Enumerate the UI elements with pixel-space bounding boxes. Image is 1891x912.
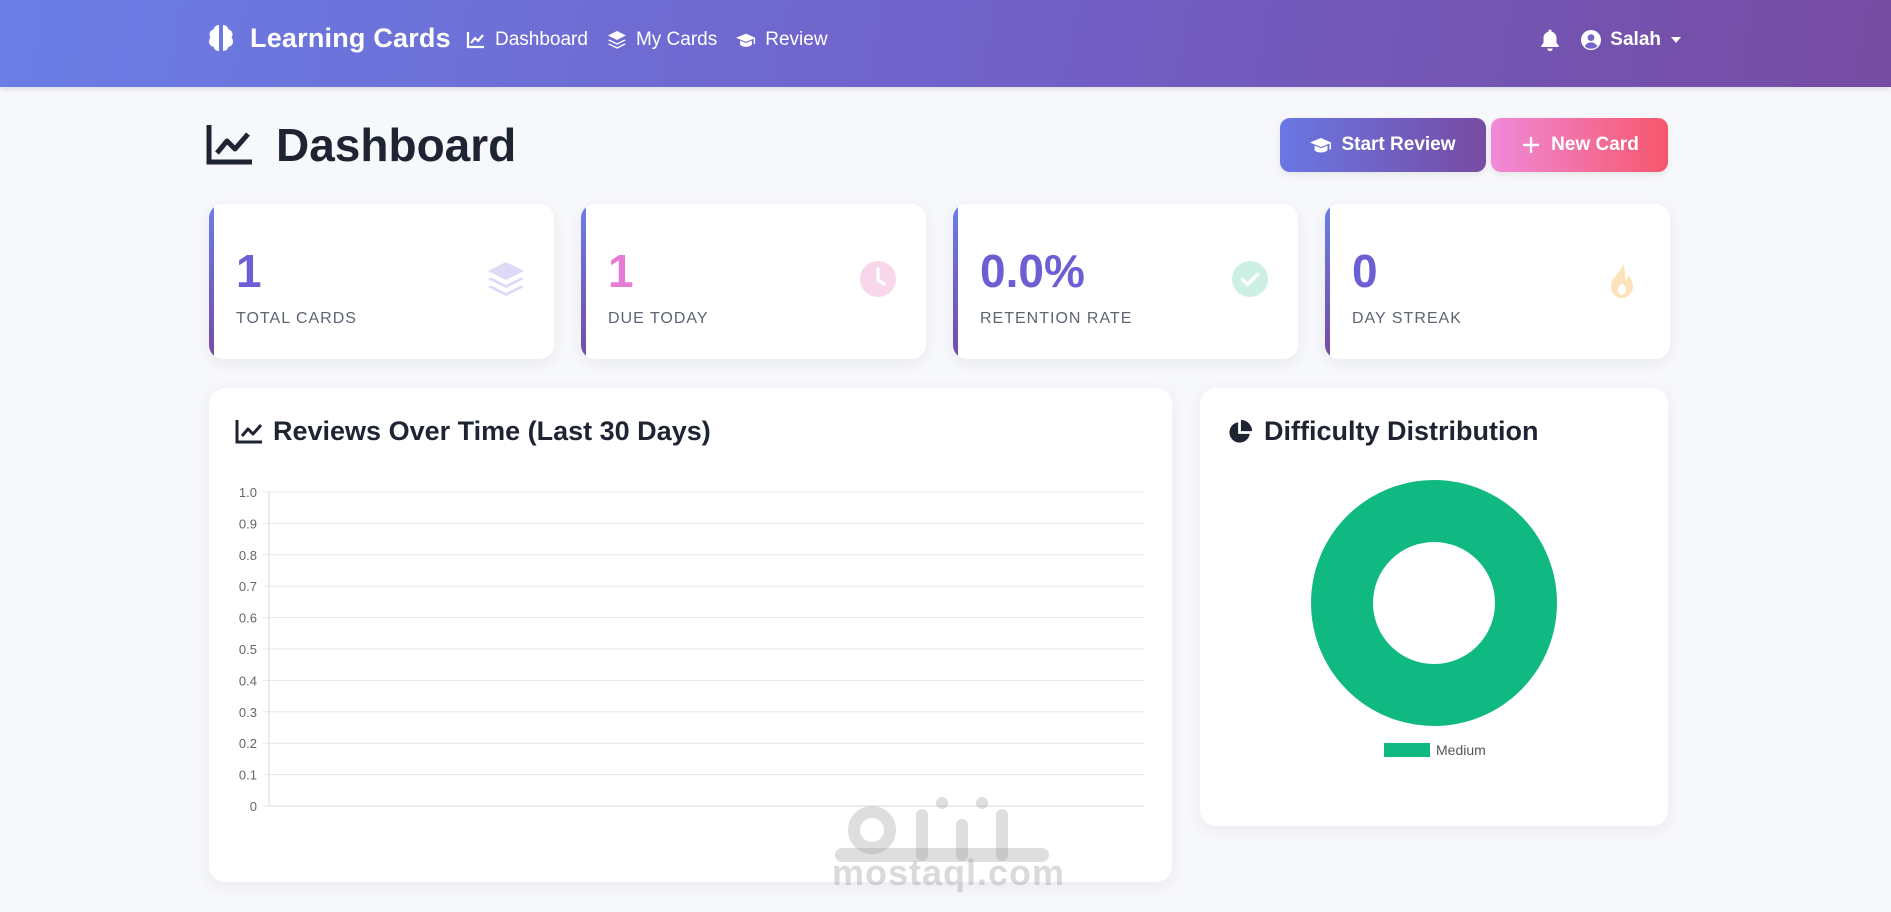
watermark-url: mostaql.com <box>832 852 1066 893</box>
y-tick-label: 0.5 <box>239 642 257 657</box>
user-name: Salah <box>1610 29 1661 50</box>
stat-card-retention-rate: 0.0% RETENTION RATE <box>953 204 1298 359</box>
y-tick-label: 1.0 <box>239 485 257 500</box>
reviews-chart-header: Reviews Over Time (Last 30 Days) <box>235 416 711 447</box>
top-navbar: Learning Cards Dashboard My Cards Review <box>0 0 1891 87</box>
nav-item-review[interactable]: Review <box>736 29 828 51</box>
start-review-button[interactable]: Start Review <box>1280 118 1486 172</box>
stat-value: 1 <box>236 245 262 297</box>
stat-label: DUE TODAY <box>608 310 709 327</box>
y-tick-label: 0 <box>250 799 257 814</box>
clock-icon <box>860 261 896 297</box>
difficulty-chart-card: Difficulty Distribution Medium <box>1200 388 1668 826</box>
y-tick-label: 0.6 <box>239 611 257 626</box>
y-tick-label: 0.7 <box>239 579 257 594</box>
stat-value: 0.0% <box>980 245 1085 297</box>
plus-icon <box>1522 136 1540 154</box>
nav-item-label: Review <box>765 29 828 50</box>
stat-card-day-streak: 0 DAY STREAK <box>1325 204 1670 359</box>
nav-item-my-cards[interactable]: My Cards <box>607 29 717 51</box>
y-tick-label: 0.4 <box>239 673 257 688</box>
y-tick-label: 0.8 <box>239 548 257 563</box>
new-card-button[interactable]: New Card <box>1491 118 1668 172</box>
layers-icon <box>607 31 626 49</box>
stat-value: 1 <box>608 245 634 297</box>
y-tick-label: 0.2 <box>239 736 257 751</box>
stat-card-due-today: 1 DUE TODAY <box>581 204 926 359</box>
chart-line-icon <box>235 419 263 443</box>
stat-label: RETENTION RATE <box>980 310 1133 327</box>
y-tick-label: 0.1 <box>239 768 257 783</box>
page-header: Dashboard <box>206 118 516 172</box>
difficulty-chart-header: Difficulty Distribution <box>1226 416 1538 447</box>
reviews-line-chart: 1.0 0.9 0.8 0.7 0.6 0.5 0.4 0.3 0.2 0.1 0 <box>239 485 1144 814</box>
user-menu[interactable]: Salah <box>1581 29 1681 51</box>
caret-down-icon <box>1671 37 1681 43</box>
stat-label: DAY STREAK <box>1352 310 1462 327</box>
pie-slice-medium[interactable] <box>1311 480 1557 726</box>
reviews-chart-title: Reviews Over Time (Last 30 Days) <box>273 416 711 446</box>
legend-swatch <box>1384 743 1430 757</box>
y-tick-label: 0.9 <box>239 516 257 531</box>
layers-icon <box>488 262 524 296</box>
legend-label: Medium <box>1436 742 1486 758</box>
stat-value: 0 <box>1352 245 1378 297</box>
brand[interactable]: Learning Cards <box>206 22 451 54</box>
pie-chart-icon <box>1229 419 1253 443</box>
fire-icon <box>1611 261 1633 298</box>
nav-item-dashboard[interactable]: Dashboard <box>466 29 588 51</box>
check-circle-icon <box>1232 261 1268 297</box>
stat-card-total-cards: 1 TOTAL CARDS <box>209 204 554 359</box>
nav-item-label: Dashboard <box>495 29 588 50</box>
reviews-chart-card: Reviews Over Time (Last 30 Days) 1.0 0.9 0… <box>209 388 1172 882</box>
chart-line-icon <box>206 125 252 165</box>
brain-icon <box>209 25 233 51</box>
page-title: Dashboard <box>276 119 517 171</box>
difficulty-chart-title: Difficulty Distribution <box>1264 416 1539 446</box>
brand-title: Learning Cards <box>250 22 451 53</box>
difficulty-donut-chart: Medium <box>1311 480 1557 758</box>
bell-icon[interactable] <box>1539 28 1561 52</box>
nav-item-label: My Cards <box>635 29 718 50</box>
nav-right: Salah <box>1539 28 1681 52</box>
y-tick-label: 0.3 <box>239 705 257 720</box>
graduation-cap-icon <box>1310 138 1332 153</box>
stat-label: TOTAL CARDS <box>236 310 357 327</box>
chart-line-icon <box>466 32 484 49</box>
user-circle-icon <box>1581 30 1602 50</box>
start-review-label: Start Review <box>1341 134 1456 155</box>
graduation-cap-icon <box>736 33 756 47</box>
new-card-label: New Card <box>1551 134 1639 155</box>
nav-links: Dashboard My Cards Review <box>466 29 847 51</box>
